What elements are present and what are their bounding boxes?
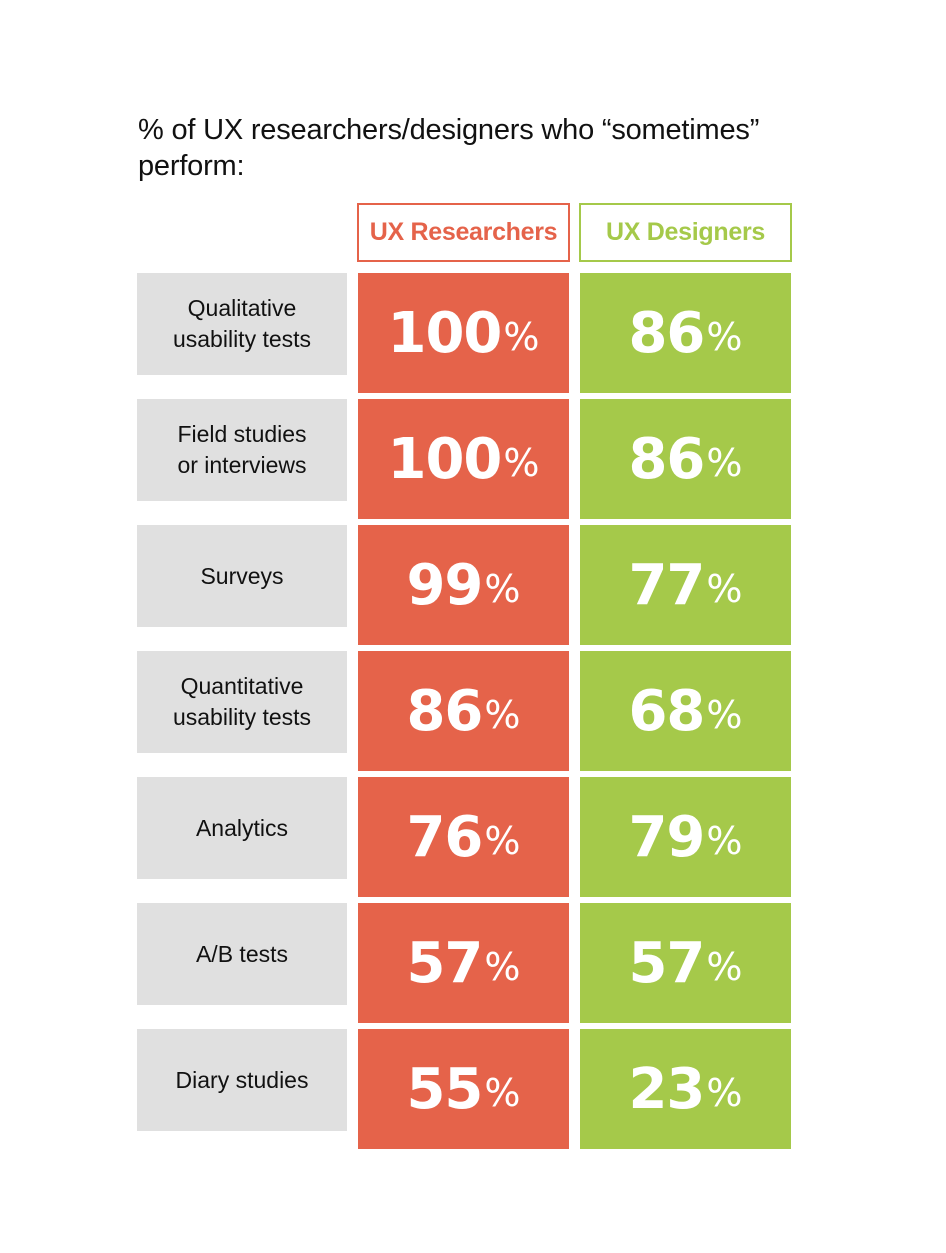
- data-label: 100: [387, 300, 502, 366]
- percent-sign: %: [706, 693, 743, 737]
- percent-sign: %: [706, 315, 743, 359]
- value-cell-designers: 79%: [580, 777, 791, 897]
- table-row: A/B tests 57% 57%: [0, 903, 946, 1029]
- data-label: 77: [628, 552, 705, 618]
- value-cell-designers: 86%: [580, 273, 791, 393]
- category-label-cell: A/B tests: [137, 903, 347, 1005]
- value-cell-designers: 23%: [580, 1029, 791, 1149]
- value-cell-researchers: 76%: [358, 777, 569, 897]
- percent-sign: %: [484, 567, 521, 611]
- value-cell-researchers: 99%: [358, 525, 569, 645]
- category-label: Diary studies: [175, 1066, 309, 1093]
- percent-sign: %: [706, 1071, 743, 1115]
- percent-sign: %: [706, 819, 743, 863]
- data-label: 57: [628, 930, 705, 996]
- chart-title: % of UX researchers/designers who “somet…: [138, 114, 760, 182]
- data-label: 57: [406, 930, 483, 996]
- percent-sign: %: [503, 441, 540, 485]
- value-cell-designers: 86%: [580, 399, 791, 519]
- category-label-cell: Quantitative usability tests: [137, 651, 347, 753]
- data-label: 79: [628, 804, 705, 870]
- category-label: A/B tests: [195, 940, 289, 967]
- value-cell-researchers: 100%: [358, 273, 569, 393]
- percent-sign: %: [484, 1071, 521, 1115]
- category-label: Surveys: [200, 562, 284, 589]
- header-ux-researchers: UX Researchers: [357, 203, 570, 262]
- category-label: Analytics: [195, 814, 289, 841]
- data-label: 68: [628, 678, 705, 744]
- percent-sign: %: [706, 567, 743, 611]
- value-cell-researchers: 57%: [358, 903, 569, 1023]
- category-label-cell: Analytics: [137, 777, 347, 879]
- data-label: 23: [628, 1056, 705, 1122]
- data-label: 55: [406, 1056, 483, 1122]
- table-row: Analytics 76% 79%: [0, 777, 946, 903]
- value-cell-designers: 57%: [580, 903, 791, 1023]
- category-label: Quantitative usability tests: [172, 673, 312, 730]
- percent-sign: %: [484, 945, 521, 989]
- value-cell-researchers: 55%: [358, 1029, 569, 1149]
- data-label: 100: [387, 426, 502, 492]
- percent-sign: %: [706, 441, 743, 485]
- category-label-cell: Qualitative usability tests: [137, 273, 347, 375]
- table-row: Surveys 99% 77%: [0, 525, 946, 651]
- data-label: 86: [628, 426, 705, 492]
- data-label: 76: [406, 804, 483, 870]
- percent-sign: %: [503, 315, 540, 359]
- category-label: Field studies or interviews: [177, 421, 307, 478]
- header-ux-designers: UX Designers: [579, 203, 792, 262]
- category-label-cell: Field studies or interviews: [137, 399, 347, 501]
- table-row: Qualitative usability tests 100% 86%: [0, 273, 946, 399]
- table-row: Quantitative usability tests 86% 68%: [0, 651, 946, 777]
- value-cell-researchers: 100%: [358, 399, 569, 519]
- category-label-cell: Diary studies: [137, 1029, 347, 1131]
- value-cell-designers: 68%: [580, 651, 791, 771]
- category-label-cell: Surveys: [137, 525, 347, 627]
- percent-sign: %: [484, 819, 521, 863]
- table-row: Diary studies 55% 23%: [0, 1029, 946, 1155]
- value-cell-designers: 77%: [580, 525, 791, 645]
- data-label: 86: [628, 300, 705, 366]
- percent-sign: %: [484, 693, 521, 737]
- category-label: Qualitative usability tests: [172, 295, 312, 352]
- data-label: 99: [406, 552, 483, 618]
- table-row: Field studies or interviews 100% 86%: [0, 399, 946, 525]
- percent-sign: %: [706, 945, 743, 989]
- data-label: 86: [406, 678, 483, 744]
- value-cell-researchers: 86%: [358, 651, 569, 771]
